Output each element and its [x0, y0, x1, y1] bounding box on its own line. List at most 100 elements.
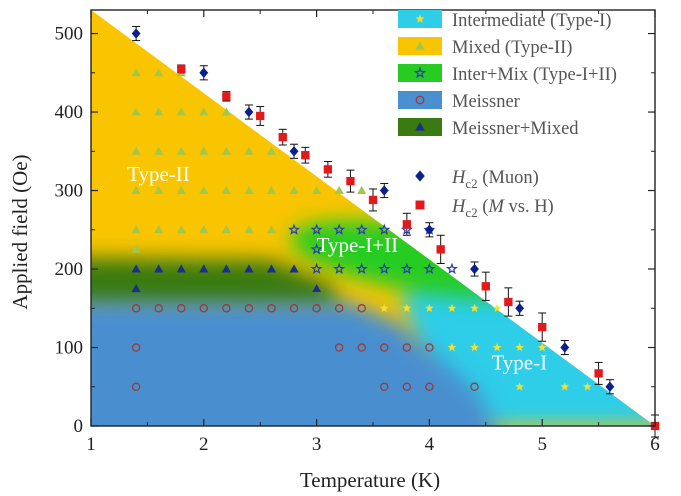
hc2-muon-point	[289, 146, 299, 157]
meissner-point	[357, 343, 366, 352]
meissner-point	[289, 304, 299, 313]
legend-marker	[415, 170, 425, 182]
meissner-point	[244, 304, 254, 313]
hc2-mvsh-point	[402, 220, 411, 229]
inter-mix-point	[355, 223, 368, 235]
x-axis-label: Temperature (K)	[300, 468, 440, 492]
hc2-mvsh-point	[278, 132, 287, 142]
meissner-point	[177, 304, 186, 313]
mixed-point	[221, 185, 231, 194]
mixed-point	[266, 185, 277, 194]
meissner-mixed-point	[312, 284, 322, 293]
mixed-point	[199, 225, 209, 234]
inter-mix-point	[310, 223, 323, 235]
meissner-mixed-point	[289, 264, 299, 273]
mixed-point	[131, 146, 141, 155]
legend: Intermediate (Type-I) Mixed (Type-II) Inte…	[398, 10, 617, 220]
mixed-point	[154, 68, 164, 77]
mixed-point	[176, 146, 186, 155]
mixed-point	[334, 185, 344, 194]
mixed-point	[199, 107, 209, 116]
hc2-muon-point	[424, 224, 434, 235]
y-axis-label: Applied field (Oe)	[8, 154, 32, 309]
hc2-mvsh-point	[222, 92, 231, 101]
legend-label: Inter+Mix (Type-I+II)	[452, 65, 617, 85]
hc2-mvsh-point	[538, 322, 547, 332]
region-labels: Type-II Type-I+II Type-I	[127, 162, 547, 374]
hc2-muon-point	[131, 28, 141, 39]
x-tick-label: 4	[425, 434, 435, 455]
x-tick-label: 2	[199, 434, 209, 455]
meissner-mixed-point	[199, 264, 209, 273]
mixed-point	[131, 185, 141, 194]
inter-mix-point	[333, 223, 346, 235]
meissner-point	[334, 304, 344, 313]
x-tick-label: 1	[86, 434, 96, 455]
mixed-point	[199, 185, 209, 194]
mixed-point	[131, 244, 141, 253]
hc2-mvsh-point	[256, 111, 265, 121]
region-label: Type-I+II	[317, 233, 399, 257]
mixed-point	[154, 225, 164, 234]
legend-label: Hc2 (M vs. H)	[451, 197, 554, 220]
mixed-point	[221, 146, 231, 155]
meissner-point	[334, 343, 344, 352]
legend-marker	[413, 66, 427, 79]
mixed-point	[312, 185, 322, 194]
meissner-mixed-point	[131, 284, 141, 293]
hc2-mvsh-point	[436, 245, 445, 254]
meissner-mixed-point	[244, 264, 254, 273]
meissner-point	[425, 382, 434, 391]
meissner-point	[402, 343, 412, 352]
x-tick-label: 5	[537, 434, 547, 455]
meissner-point	[357, 304, 366, 313]
meissner-point	[222, 304, 231, 313]
x-tick-label: 3	[312, 434, 322, 455]
region-label: Type-II	[127, 162, 190, 186]
hc2-markers	[131, 25, 660, 438]
legend-marker	[415, 200, 425, 210]
meissner-mixed-point	[154, 264, 164, 273]
mixed-point	[221, 225, 231, 234]
y-tick-label: 200	[55, 259, 84, 280]
mixed-point	[131, 225, 141, 234]
meissner-mixed-point	[131, 264, 141, 273]
meissner-point	[380, 343, 389, 352]
mixed-point	[289, 185, 299, 194]
legend-swatch	[398, 91, 442, 109]
intermediate-point	[470, 342, 479, 352]
mixed-point	[244, 185, 254, 194]
inter-mix-point	[355, 262, 368, 275]
hc2-mvsh-point	[504, 297, 513, 307]
inter-mix-point	[378, 262, 391, 275]
mixed-point	[154, 146, 164, 155]
legend-label: Mixed (Type-II)	[452, 38, 572, 58]
y-tick-label: 300	[55, 181, 84, 202]
hc2-muon-point	[199, 67, 209, 78]
mixed-point	[357, 185, 367, 194]
intermediate-point	[470, 303, 479, 312]
intermediate-point	[582, 382, 592, 391]
mixed-point	[154, 107, 164, 116]
hc2-mvsh-point	[177, 64, 186, 74]
y-tick-label: 500	[55, 24, 84, 45]
legend-label: Hc2 (Muon)	[451, 168, 539, 191]
intermediate-point	[447, 342, 457, 352]
legend-marker	[415, 41, 425, 50]
meissner-point	[425, 343, 434, 352]
hc2-mvsh-point	[323, 165, 333, 174]
intermediate-point	[515, 382, 524, 391]
mixed-point	[266, 146, 277, 155]
meissner-point	[470, 382, 479, 391]
legend-label: Meissner	[452, 92, 520, 112]
legend-swatch	[398, 64, 442, 82]
mixed-point	[244, 225, 254, 234]
mixed-point	[176, 185, 186, 194]
meissner-point	[267, 304, 276, 313]
meissner-point	[312, 304, 321, 313]
meissner-mixed-point	[266, 264, 277, 273]
intermediate-point	[425, 303, 434, 312]
hc2-muon-point	[379, 185, 389, 196]
hc2-mvsh-point	[346, 176, 355, 186]
